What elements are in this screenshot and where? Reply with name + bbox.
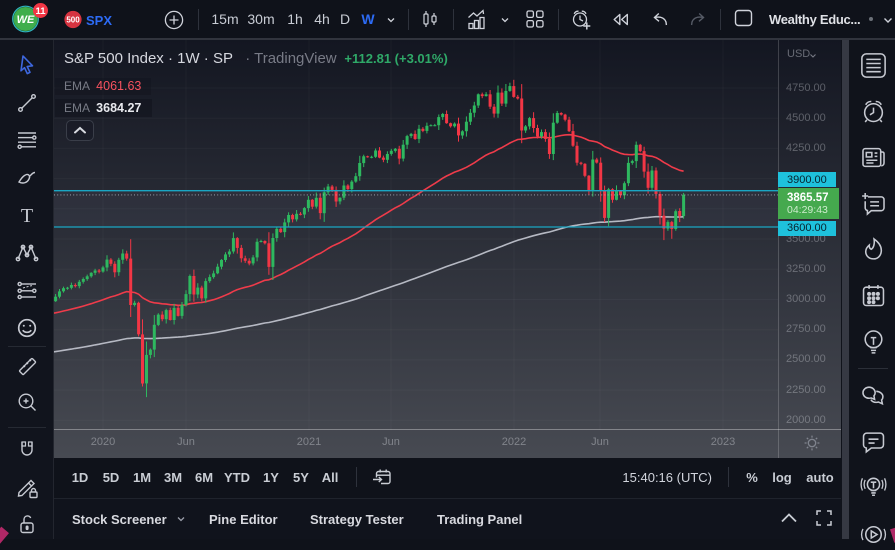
svg-text:WE: WE	[17, 14, 35, 26]
svg-text:T: T	[21, 205, 33, 227]
svg-text:11: 11	[35, 6, 46, 17]
svg-text:500: 500	[66, 16, 80, 25]
